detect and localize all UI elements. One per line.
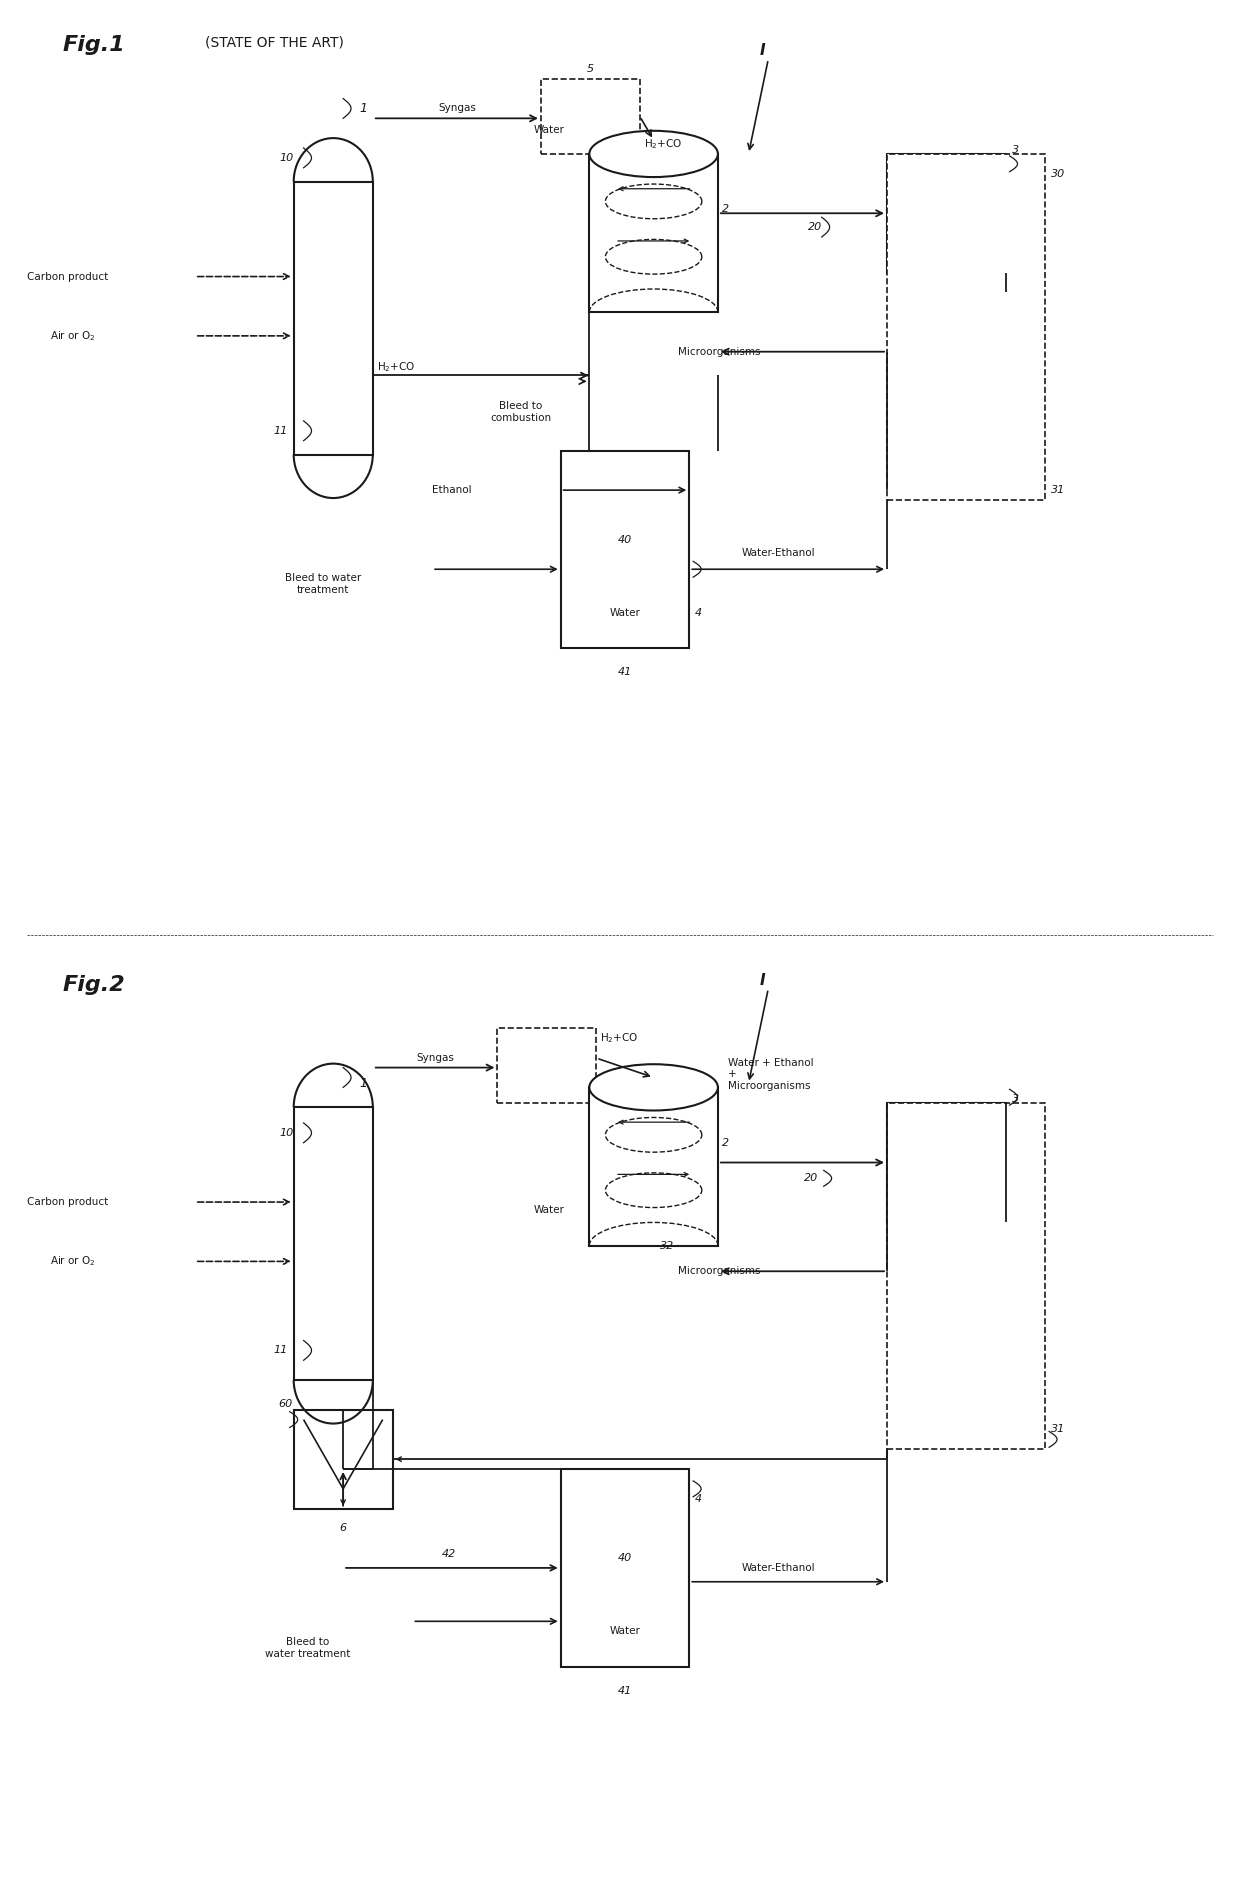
Text: Water-Ethanol: Water-Ethanol <box>742 1563 815 1572</box>
Text: 2: 2 <box>722 1139 729 1148</box>
Text: 30: 30 <box>1052 170 1065 179</box>
Text: I: I <box>760 43 765 58</box>
Bar <box>589 1088 718 1246</box>
Text: I: I <box>760 973 765 988</box>
Text: 20: 20 <box>808 222 822 232</box>
Bar <box>887 1103 1006 1221</box>
Text: Syngas: Syngas <box>438 104 476 113</box>
Text: Microorganisms: Microorganisms <box>677 1267 760 1276</box>
Text: 4: 4 <box>696 607 702 618</box>
Text: Water + Ethanol
+
Microorganisms: Water + Ethanol + Microorganisms <box>728 1057 813 1091</box>
Text: 5: 5 <box>587 64 594 74</box>
Bar <box>589 155 718 313</box>
Bar <box>294 1410 393 1508</box>
Text: Ethanol: Ethanol <box>432 484 471 496</box>
Bar <box>294 1106 373 1380</box>
Text: Bleed to
water treatment: Bleed to water treatment <box>265 1638 350 1659</box>
Text: Syngas: Syngas <box>417 1052 454 1063</box>
Text: H$_2$+CO: H$_2$+CO <box>600 1031 639 1044</box>
Text: 1: 1 <box>358 102 367 115</box>
Text: Water: Water <box>610 1627 640 1636</box>
Text: Water-Ethanol: Water-Ethanol <box>742 549 815 558</box>
Text: 1: 1 <box>358 1076 367 1090</box>
Text: 41: 41 <box>618 667 632 677</box>
Text: Carbon product: Carbon product <box>27 271 108 281</box>
Text: 32: 32 <box>660 1240 673 1250</box>
Text: Carbon product: Carbon product <box>27 1197 108 1206</box>
Text: 2: 2 <box>722 204 729 215</box>
Text: 10: 10 <box>280 1127 294 1139</box>
Bar <box>560 451 689 648</box>
Text: 31: 31 <box>1052 1425 1065 1434</box>
Text: 3: 3 <box>1012 1093 1019 1105</box>
Text: (STATE OF THE ART): (STATE OF THE ART) <box>205 36 343 49</box>
Text: 20: 20 <box>804 1172 818 1184</box>
Ellipse shape <box>589 130 718 177</box>
Text: 11: 11 <box>274 426 288 435</box>
Bar <box>887 155 1045 500</box>
Text: 60: 60 <box>278 1399 293 1408</box>
Text: 10: 10 <box>280 153 294 162</box>
Text: 4: 4 <box>696 1493 702 1504</box>
Text: 42: 42 <box>441 1549 456 1559</box>
Text: Bleed to water
treatment: Bleed to water treatment <box>285 573 362 596</box>
Text: 40: 40 <box>618 535 632 545</box>
Text: Water: Water <box>534 124 565 136</box>
Text: Water: Water <box>610 607 640 618</box>
Text: Water: Water <box>534 1205 565 1216</box>
Ellipse shape <box>589 1065 718 1110</box>
Bar <box>497 1027 596 1103</box>
Text: 40: 40 <box>618 1553 632 1563</box>
Bar <box>541 79 640 155</box>
Text: 6: 6 <box>340 1523 347 1533</box>
Text: 3: 3 <box>1012 145 1019 155</box>
Text: Fig.1: Fig.1 <box>62 36 125 55</box>
Text: 11: 11 <box>274 1346 288 1355</box>
Text: H$_2$+CO: H$_2$+CO <box>644 138 682 151</box>
Text: Fig.2: Fig.2 <box>62 975 125 995</box>
Text: H$_2$+CO: H$_2$+CO <box>377 360 415 375</box>
Text: 41: 41 <box>618 1685 632 1695</box>
Bar <box>887 155 1006 273</box>
Bar <box>294 181 373 454</box>
Text: Air or O$_2$: Air or O$_2$ <box>51 330 95 343</box>
Text: Air or O$_2$: Air or O$_2$ <box>51 1255 95 1269</box>
Text: Microorganisms: Microorganisms <box>677 347 760 356</box>
Bar <box>887 1103 1045 1450</box>
Text: 31: 31 <box>1052 484 1065 496</box>
Bar <box>560 1468 689 1666</box>
Text: Bleed to
combustion: Bleed to combustion <box>491 402 552 422</box>
